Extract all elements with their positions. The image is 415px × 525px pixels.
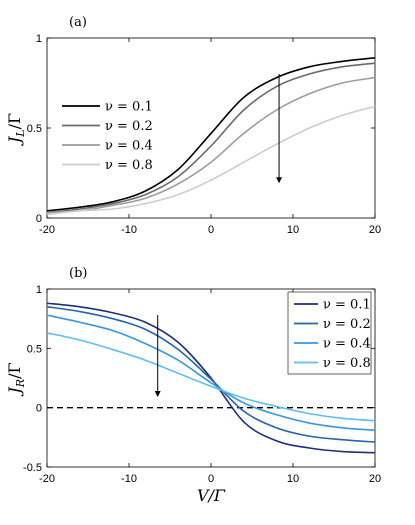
y-tick-label: 0.5 — [27, 123, 42, 135]
legend: ν = 0.1 ν = 0.2 ν = 0.4 ν = 0.8 — [62, 100, 153, 173]
x-tick-label: -20 — [39, 224, 55, 236]
x-tick-label: 10 — [287, 224, 299, 236]
series-line-1 — [46, 57, 376, 212]
y-axis-label-main: J — [5, 135, 24, 146]
y-axis-label-main: J — [5, 386, 24, 397]
panel-label: (a) — [69, 15, 87, 30]
y-tick-label: 0.5 — [27, 343, 42, 355]
x-tick-label: -10 — [121, 224, 137, 236]
y-axis-label: JL/Γ — [5, 113, 27, 146]
panel-b: -20 -10 0 10 20-0.500.51(b)JR/ΓV/Γν = 0.1ν =… — [5, 266, 381, 505]
axes-frame — [46, 37, 376, 219]
x-tick-label: 20 — [369, 473, 381, 485]
y-tick-label: -0.5 — [23, 462, 42, 474]
legend-label-4: ν = 0.8 — [105, 158, 153, 173]
y-axis-label: JR/Γ — [5, 362, 27, 396]
y-tick-label: 0 — [36, 403, 42, 415]
legend-label-3: ν = 0.4 — [323, 337, 371, 352]
y-tick-label: 1 — [36, 284, 42, 296]
series-line-1 — [46, 302, 376, 454]
y-axis-label-rest: /Γ — [5, 113, 24, 130]
series-line-3 — [46, 76, 376, 214]
x-axis-label: V/Γ — [197, 486, 226, 505]
legend-box — [287, 291, 372, 375]
x-tick-label: -20 — [39, 473, 55, 485]
legend: ν = 0.1 ν = 0.2 ν = 0.4 ν = 0.8 — [287, 291, 372, 375]
legend-label-2: ν = 0.2 — [105, 119, 153, 134]
series-line-2 — [46, 62, 376, 214]
x-tick-label: 0 — [208, 473, 214, 485]
legend-label-2: ν = 0.2 — [323, 317, 371, 332]
x-tick-label: 10 — [287, 473, 299, 485]
panel-label: (b) — [69, 266, 87, 281]
x-tick-label: 20 — [369, 224, 381, 236]
y-axis-label-sub: L — [14, 129, 27, 137]
series-line-3 — [46, 314, 376, 432]
series-line-4 — [46, 105, 376, 216]
legend-label-1: ν = 0.1 — [323, 298, 371, 313]
y-tick-label: 1 — [36, 33, 42, 45]
legend-label-1: ν = 0.1 — [105, 100, 153, 115]
y-axis-label-rest: /Γ — [5, 362, 24, 379]
legend-label-4: ν = 0.8 — [323, 356, 371, 371]
x-tick-label: 0 — [208, 224, 214, 236]
y-tick-label: 0 — [36, 213, 42, 225]
series-line-2 — [46, 306, 376, 443]
series-line-4 — [46, 332, 376, 422]
y-axis-label-sub: R — [14, 379, 27, 388]
x-tick-label: -10 — [121, 473, 137, 485]
legend-label-3: ν = 0.4 — [105, 139, 153, 154]
